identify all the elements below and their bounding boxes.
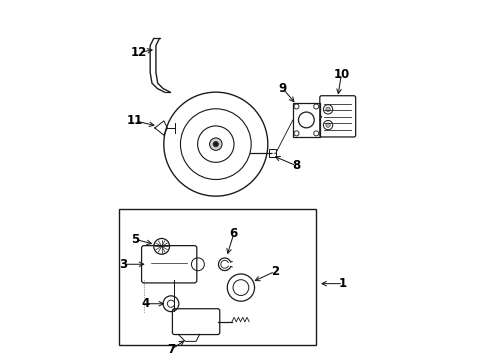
Text: 2: 2 <box>270 265 279 278</box>
Circle shape <box>209 138 222 150</box>
Text: 11: 11 <box>127 114 143 127</box>
Text: 12: 12 <box>130 46 146 59</box>
Circle shape <box>213 141 218 147</box>
Circle shape <box>325 107 329 112</box>
Text: 8: 8 <box>291 159 300 172</box>
Text: 10: 10 <box>332 68 349 81</box>
Text: 5: 5 <box>130 233 139 246</box>
Text: 6: 6 <box>229 227 237 240</box>
Text: 3: 3 <box>119 258 127 271</box>
Text: 4: 4 <box>142 297 150 310</box>
Text: 7: 7 <box>166 343 175 356</box>
Bar <box>119 209 316 345</box>
Text: 9: 9 <box>278 82 286 95</box>
Text: 1: 1 <box>338 277 346 290</box>
Bar <box>292 103 319 137</box>
Circle shape <box>325 123 329 127</box>
